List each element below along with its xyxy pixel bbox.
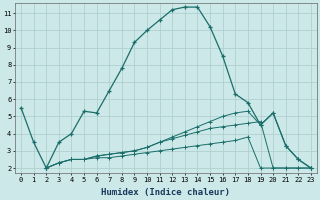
X-axis label: Humidex (Indice chaleur): Humidex (Indice chaleur): [101, 188, 230, 197]
